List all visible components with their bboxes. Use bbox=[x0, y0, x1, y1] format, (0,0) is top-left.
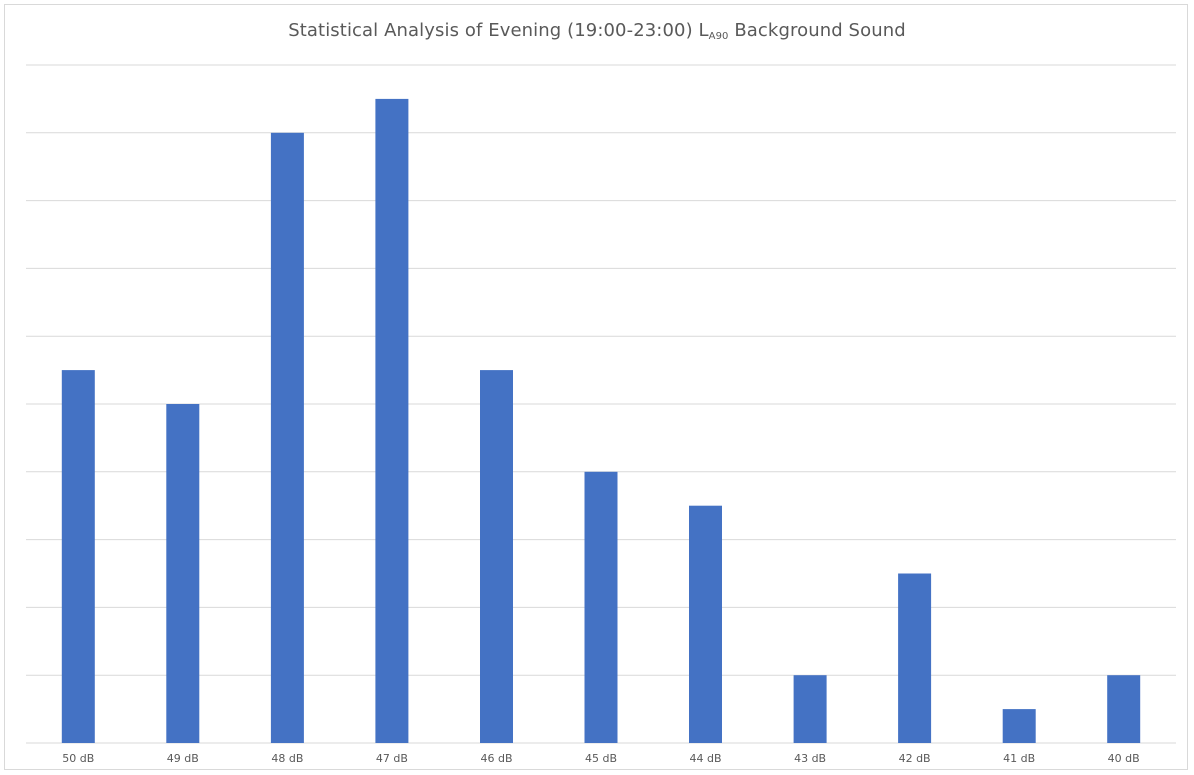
x-tick-label: 42 dB bbox=[899, 752, 931, 765]
bar-48-db bbox=[270, 132, 304, 744]
bar-42-db bbox=[898, 573, 932, 743]
x-tick-label: 48 dB bbox=[271, 752, 303, 765]
x-tick-label: 45 dB bbox=[585, 752, 617, 765]
x-tick-label: 40 dB bbox=[1108, 752, 1140, 765]
x-tick-label: 49 dB bbox=[167, 752, 199, 765]
x-tick-label: 46 dB bbox=[480, 752, 512, 765]
x-tick-label: 44 dB bbox=[689, 752, 721, 765]
x-tick-label: 47 dB bbox=[376, 752, 408, 765]
bar-41-db bbox=[1002, 709, 1036, 743]
x-tick-label: 50 dB bbox=[62, 752, 94, 765]
chart-title-tail: Background Sound bbox=[728, 20, 906, 41]
chart-title-subscript: A90 bbox=[708, 31, 729, 42]
bar-47-db bbox=[375, 98, 409, 743]
bar-43-db bbox=[793, 675, 827, 743]
chart-title-main: Statistical Analysis of Evening (19:00-2… bbox=[288, 20, 709, 41]
x-tick-label: 43 dB bbox=[794, 752, 826, 765]
x-tick-label: 41 dB bbox=[1003, 752, 1035, 765]
bar-45-db bbox=[584, 471, 618, 743]
bar-49-db bbox=[166, 404, 200, 743]
bar-44-db bbox=[689, 505, 722, 743]
bar-50-db bbox=[61, 370, 95, 743]
bar-46-db bbox=[480, 370, 513, 743]
bar-40-db bbox=[1107, 675, 1141, 743]
chart-title: Statistical Analysis of Evening (19:00-2… bbox=[0, 20, 1194, 42]
